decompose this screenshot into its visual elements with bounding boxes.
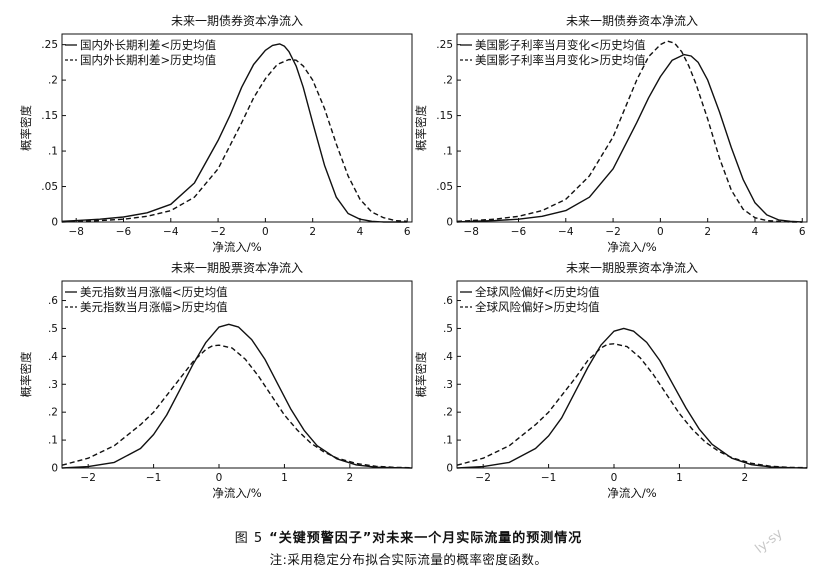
chart-panel-4: 未来一期股票资本净流入 −2 −1 0 1 2 0 .1 .2 .3 .4 .5 .6 净流入/% 概率密度…	[414, 261, 808, 500]
y-tick-label: .15	[436, 110, 453, 122]
y-tick-label: 0	[446, 217, 453, 229]
y-tick-label: .2	[48, 75, 58, 87]
x-tick-label: 6	[404, 226, 411, 238]
y-tick-label: 0	[51, 217, 58, 229]
chart-panel-2: 未来一期债券资本净流入 −8 −6 −4 −2 0 2 4 6 0 .05 .1 .15 .2 .25 净流入…	[414, 13, 808, 254]
figure-note: 注:采用稳定分布拟合实际流量的概率密度函数。	[269, 552, 548, 567]
y-tick-label: .6	[48, 295, 58, 307]
plot-frame	[456, 33, 808, 223]
plot-frame	[61, 280, 413, 469]
x-tick-label: −6	[511, 226, 527, 238]
y-tick-label: .1	[48, 435, 58, 447]
x-tick-label: 0	[611, 472, 618, 484]
x-tick-label: 2	[704, 226, 711, 238]
y-tick-label: .3	[443, 379, 453, 391]
x-tick-label: −2	[605, 226, 620, 238]
x-tick-label: 2	[347, 472, 354, 484]
x-tick-label: 0	[262, 226, 269, 238]
x-axis-label: 净流入/%	[212, 486, 261, 500]
series-line-2	[456, 343, 808, 469]
y-tick-label: .05	[41, 181, 58, 193]
y-tick-label: .4	[443, 351, 453, 363]
chart-panel-1: 未来一期债券资本净流入 −8 −6 −4 −2 0 2 4 6 0 .05 .1 .15 .2 .25 净流入…	[19, 13, 413, 254]
x-tick-label: 1	[676, 472, 683, 484]
legend-label-2: 全球风险偏好>历史均值	[475, 300, 600, 314]
x-tick-label: −4	[558, 226, 574, 238]
series-line-1	[456, 327, 808, 469]
legend-label-2: 国内外长期利差>历史均值	[80, 53, 217, 67]
y-tick-label: .5	[443, 323, 453, 335]
chart-panel-3: 未来一期股票资本净流入 −2 −1 0 1 2 0 .1 .2 .3 .4 .5 .6 净流入/% 概率密度…	[19, 261, 413, 500]
y-tick-label: .2	[443, 75, 453, 87]
chart-title: 未来一期债券资本净流入	[171, 13, 303, 28]
y-axis-label: 概率密度	[19, 105, 33, 151]
x-tick-label: 6	[799, 226, 806, 238]
y-axis-label: 概率密度	[414, 351, 428, 397]
figure-caption-title: 图 5 “关键预警因子”对未来一个月实际流量的预测情况	[0, 527, 817, 546]
x-tick-label: −8	[463, 226, 478, 238]
legend-label-1: 国内外长期利差<历史均值	[80, 38, 217, 52]
x-tick-label: 2	[742, 472, 749, 484]
y-tick-label: .2	[443, 407, 453, 419]
series-line-1	[61, 43, 408, 223]
x-tick-label: −8	[68, 226, 83, 238]
x-tick-label: −4	[163, 226, 179, 238]
series-line-2	[61, 344, 413, 469]
y-axis-label: 概率密度	[414, 105, 428, 151]
y-tick-label: 0	[51, 463, 58, 475]
x-tick-label: −2	[80, 472, 95, 484]
chart-title: 未来一期股票资本净流入	[566, 261, 698, 275]
legend-label-2: 美国影子利率当月变化>历史均值	[475, 53, 646, 67]
figure-number: 图 5	[234, 531, 264, 546]
x-tick-label: 2	[309, 226, 316, 238]
x-tick-label: −2	[210, 226, 225, 238]
x-tick-label: −1	[541, 472, 556, 484]
legend-label-1: 美元指数当月涨幅<历史均值	[80, 285, 228, 299]
x-axis-label: 净流入/%	[212, 240, 261, 254]
y-tick-label: .5	[48, 323, 58, 335]
y-tick-label: .4	[48, 351, 58, 363]
plot-frame	[61, 33, 413, 223]
x-axis-label: 净流入/%	[607, 240, 656, 254]
x-tick-label: 4	[357, 226, 364, 238]
y-tick-label: .3	[48, 379, 58, 391]
chart-title: 未来一期股票资本净流入	[171, 261, 303, 275]
figure-title: “关键预警因子”对未来一个月实际流量的预测情况	[269, 531, 583, 546]
x-axis-label: 净流入/%	[607, 486, 656, 500]
y-axis-label: 概率密度	[19, 351, 33, 397]
legend-label-2: 美元指数当月涨幅>历史均值	[80, 300, 228, 314]
legend-label-1: 全球风险偏好<历史均值	[475, 285, 600, 299]
y-tick-label: .15	[41, 110, 58, 122]
series-line-2	[61, 58, 408, 223]
figure-canvas: 未来一期债券资本净流入 −8 −6 −4 −2 0 2 4 6 0 .05 .1 .15 .2 .25 净流入…	[19, 13, 808, 500]
y-tick-label: .1	[443, 146, 453, 158]
y-tick-label: .1	[48, 146, 58, 158]
y-tick-label: .2	[48, 407, 58, 419]
y-tick-label: .6	[443, 295, 453, 307]
x-tick-label: 1	[281, 472, 288, 484]
series-line-1	[456, 53, 803, 223]
x-tick-label: 0	[216, 472, 223, 484]
y-tick-label: .1	[443, 435, 453, 447]
y-tick-label: 0	[446, 463, 453, 475]
x-tick-label: −1	[146, 472, 161, 484]
x-tick-label: −6	[116, 226, 132, 238]
legend-label-1: 美国影子利率当月变化<历史均值	[475, 38, 646, 52]
y-tick-label: .25	[436, 39, 453, 51]
y-tick-label: .25	[41, 39, 58, 51]
x-tick-label: 4	[752, 226, 759, 238]
x-tick-label: −2	[475, 472, 490, 484]
plot-frame	[456, 280, 808, 469]
x-tick-label: 0	[657, 226, 664, 238]
series-line-2	[456, 40, 803, 223]
y-tick-label: .05	[436, 181, 453, 193]
chart-title: 未来一期债券资本净流入	[566, 13, 698, 28]
series-line-1	[61, 323, 413, 469]
